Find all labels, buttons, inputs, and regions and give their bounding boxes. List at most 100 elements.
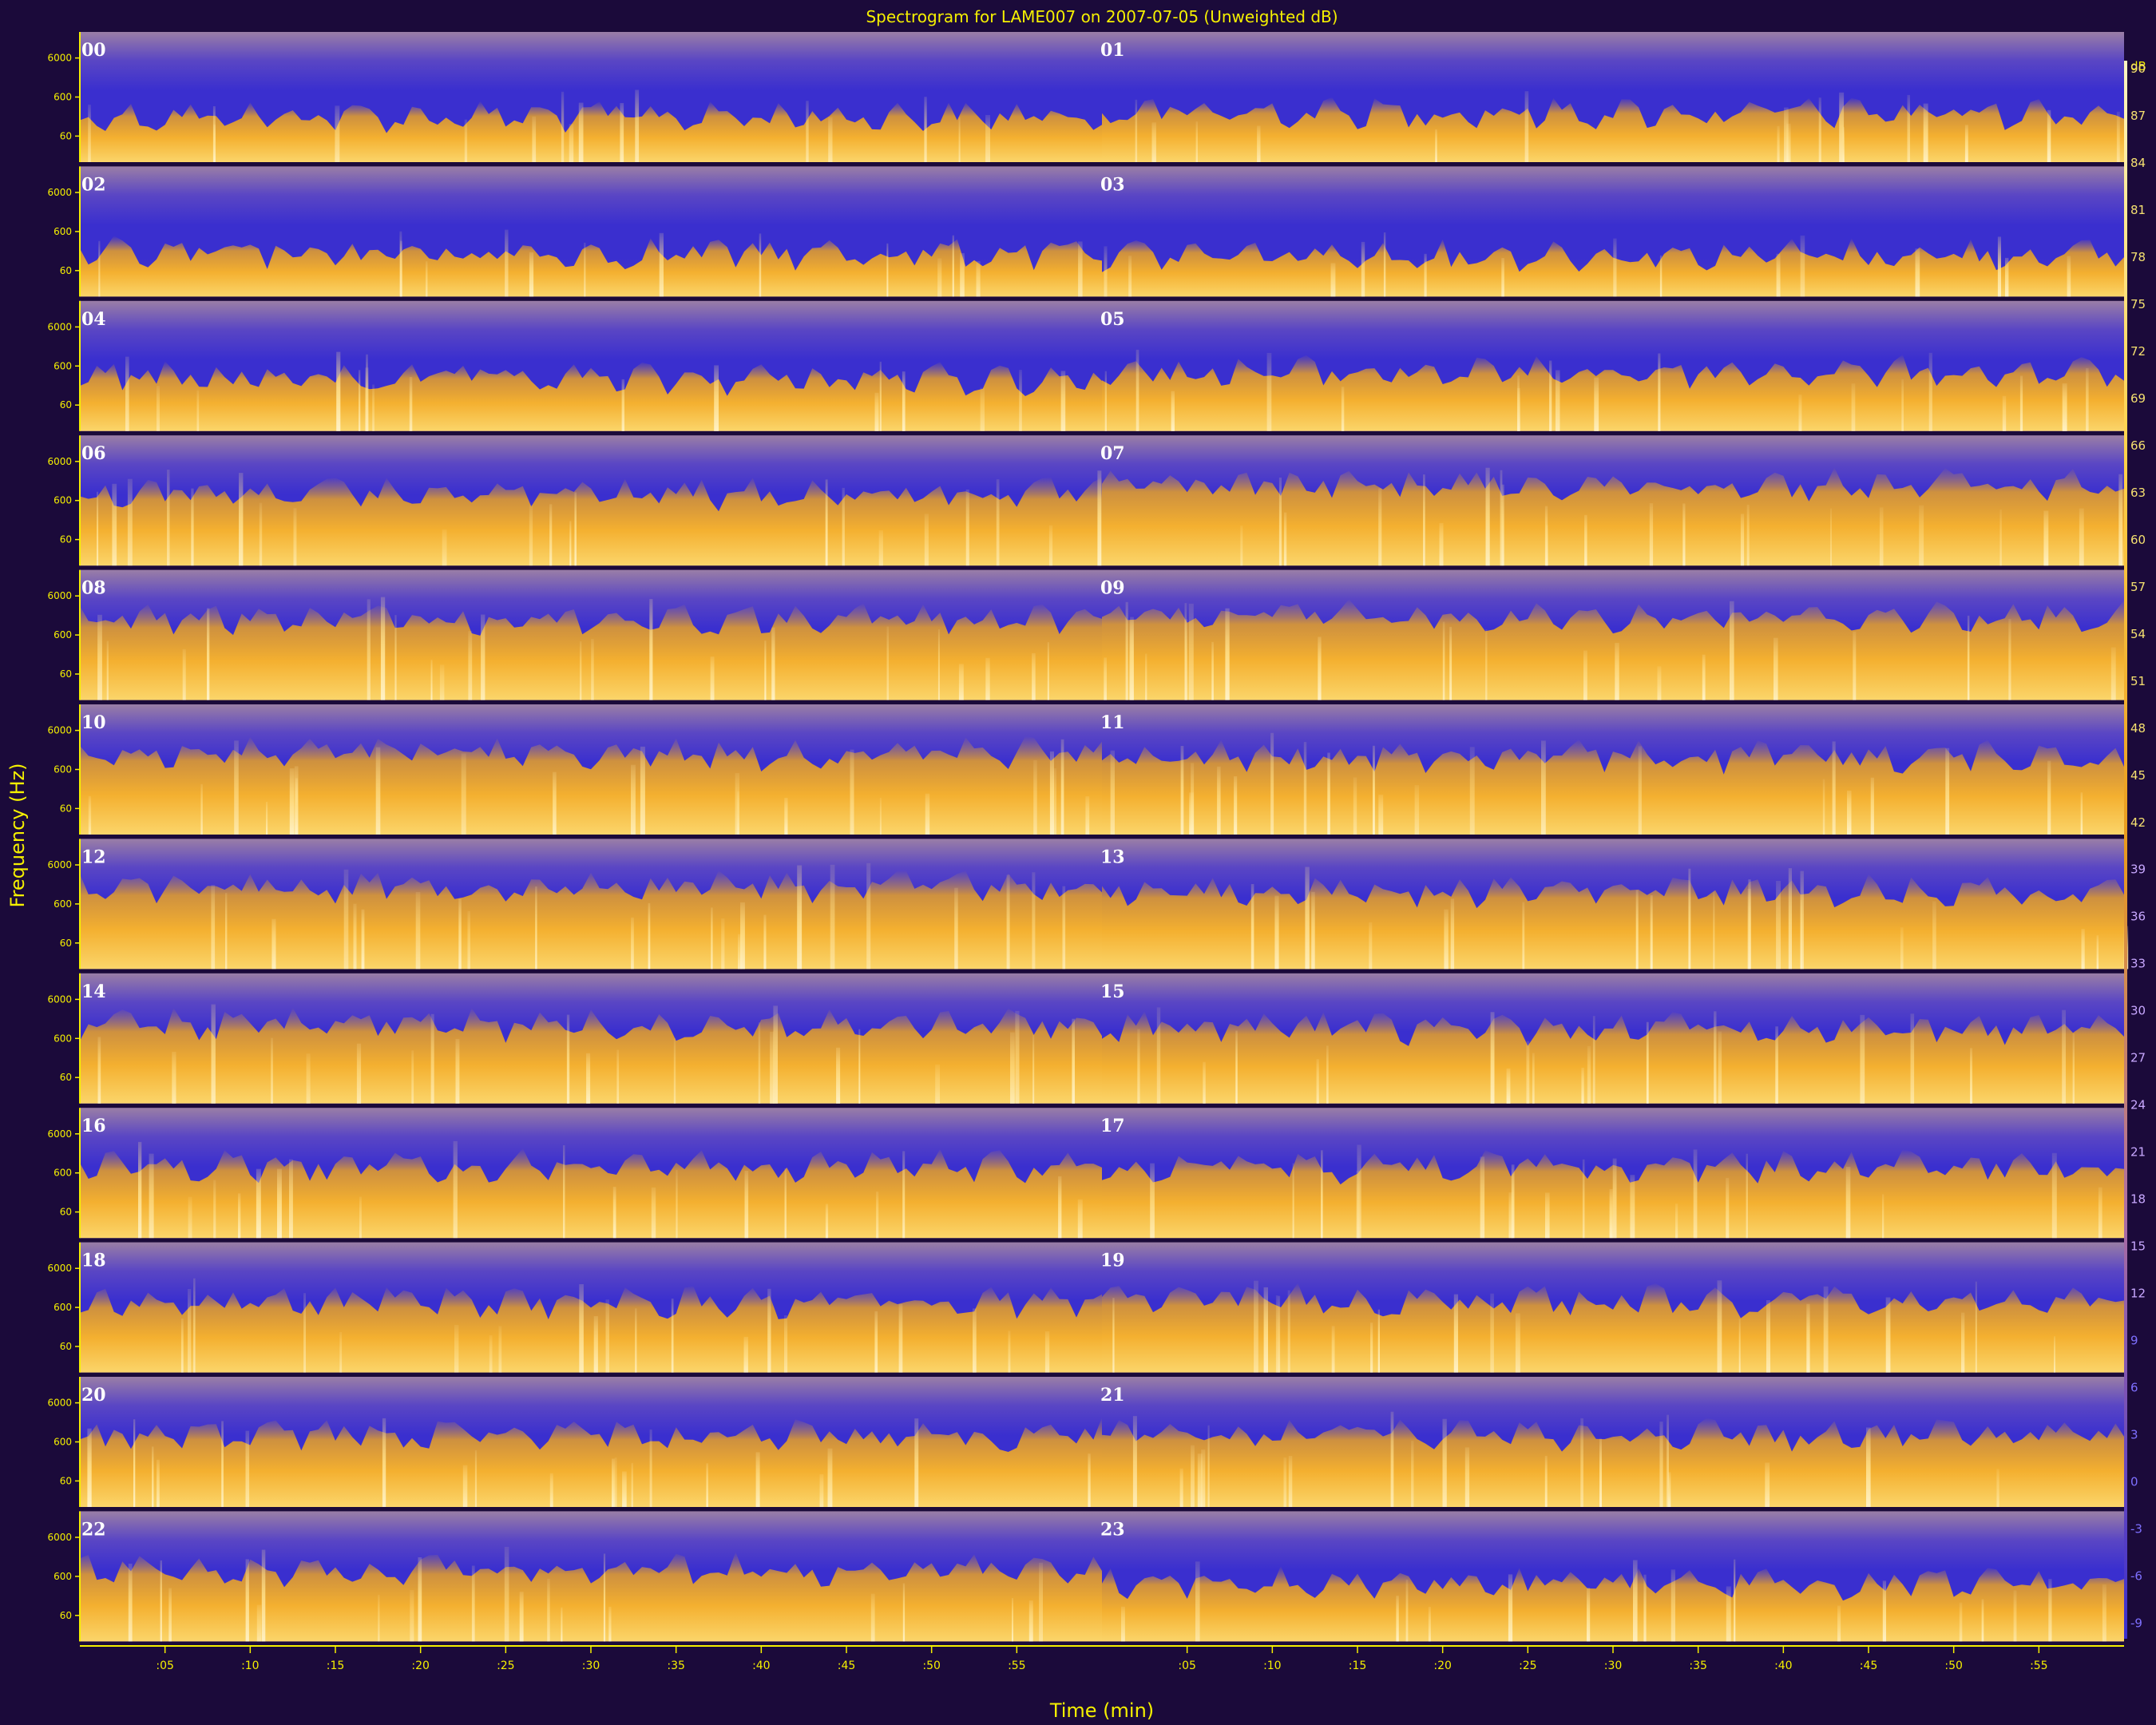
spectral-spike (1832, 741, 1836, 835)
energy-band (1102, 238, 2124, 297)
spectral-spike (238, 1193, 241, 1239)
spectral-spike (830, 864, 835, 970)
spectral-spike (1121, 1606, 1125, 1642)
spectral-spike (1284, 512, 1287, 566)
spectral-spike (740, 902, 745, 970)
spectral-spike (1774, 637, 1778, 700)
hour-label: 03 (1100, 174, 1125, 195)
spectrogram-row: 14 15 (80, 973, 2124, 1104)
spectral-spike (767, 1288, 771, 1373)
spectral-spike (1633, 1560, 1638, 1642)
spectral-spike (180, 1319, 184, 1373)
spectral-spike (828, 117, 833, 162)
colorbar-tick-label: 84 (2130, 156, 2146, 170)
spectral-spike (160, 1560, 162, 1642)
colorbar-tick-label: 36 (2130, 910, 2146, 924)
spectral-spike (1587, 1588, 1591, 1642)
spectral-spike (1201, 1449, 1206, 1507)
spectral-spike (827, 1448, 833, 1507)
spectral-spike (1480, 1156, 1485, 1239)
spectral-spike (714, 365, 719, 431)
hour-label: 00 (81, 40, 106, 61)
spectral-spike (361, 909, 365, 970)
spectral-spike (579, 1284, 584, 1373)
spectral-spike (1693, 1149, 1698, 1239)
y-tick-label: 600 (54, 898, 72, 910)
spectral-spike (372, 384, 375, 431)
spectral-spike (614, 1457, 617, 1507)
spectral-spike (1428, 1607, 1431, 1642)
colorbar-tick-label: 21 (2130, 1145, 2146, 1160)
spectral-spike (1746, 505, 1750, 566)
spectral-spike (112, 483, 117, 566)
y-tick-label: 600 (54, 629, 72, 640)
colorbar-tick-label: 78 (2130, 250, 2146, 264)
spectral-spike (1901, 379, 1904, 431)
spectral-spike (468, 631, 473, 700)
spectral-spike (1675, 1204, 1678, 1239)
y-tick-label: 6000 (47, 993, 72, 1005)
energy-band (1102, 97, 2124, 162)
spectral-spike (343, 869, 349, 970)
spectral-spike (649, 1429, 652, 1507)
spectral-spike (1356, 1170, 1360, 1239)
spectral-spike (784, 1315, 788, 1373)
spectral-spike (553, 771, 557, 835)
spectral-spike (1303, 742, 1307, 835)
hour-label: 22 (81, 1519, 106, 1540)
spectral-spike (1643, 1574, 1647, 1642)
spectral-spike (937, 258, 942, 297)
spectral-spike (1667, 1472, 1671, 1507)
spectral-spike (1609, 1188, 1613, 1239)
x-tick-label: :15 (327, 1660, 345, 1672)
spectral-spike (1870, 777, 1874, 835)
y-tick-label: 6000 (47, 53, 72, 64)
spectral-spike (2096, 935, 2099, 970)
spectral-spike (1125, 601, 1128, 700)
spectral-spike (1501, 258, 1504, 297)
spectral-spike (960, 252, 965, 297)
spectral-spike (2072, 1033, 2075, 1104)
spectral-spike (1341, 387, 1345, 431)
spectral-spike (207, 608, 210, 700)
spectral-spike (2005, 257, 2009, 297)
spectral-spike (2048, 1579, 2052, 1642)
spectral-spike (593, 1316, 598, 1373)
spectral-spike (547, 1578, 550, 1642)
spectral-spike (1522, 902, 1525, 970)
hour-label: 23 (1100, 1519, 1125, 1540)
spectral-spike (640, 746, 645, 835)
spectral-spike (211, 1004, 216, 1104)
spectral-spike (806, 101, 809, 162)
spectral-spike (2013, 1590, 2017, 1642)
spectral-spike (2062, 1009, 2066, 1104)
colorbar-tick-label: 87 (2130, 109, 2146, 123)
spectral-spike (744, 1171, 749, 1239)
spectral-spike (1321, 1150, 1323, 1239)
spectral-spike (1738, 1319, 1741, 1373)
spectral-spike (825, 1204, 829, 1239)
spectral-spike (455, 1038, 460, 1104)
spectral-spike (1806, 1303, 1810, 1373)
spectral-spike (1945, 748, 1950, 835)
spectral-spike (1996, 1469, 1999, 1507)
spectral-spike (481, 614, 485, 700)
spectral-spike (336, 351, 341, 431)
spectral-spike (1010, 1032, 1015, 1104)
y-tick-label: 60 (60, 399, 72, 410)
spectral-spike (245, 1559, 249, 1642)
spectral-spike (937, 629, 940, 700)
spectral-spike (1775, 1026, 1778, 1104)
spectral-spike (277, 1168, 282, 1239)
spectral-spike (504, 1546, 509, 1642)
energy-band (80, 1007, 1102, 1104)
spectral-spike (819, 1473, 824, 1507)
spectral-spike (462, 1465, 468, 1507)
spectral-spike (1234, 776, 1238, 835)
spectral-spike (879, 361, 882, 431)
spectral-spike (1396, 1596, 1399, 1642)
x-tick-label: :50 (1944, 1660, 1963, 1672)
x-tick-label: :35 (1689, 1660, 1707, 1672)
spectral-spike (97, 614, 102, 700)
spectral-spike (1240, 525, 1243, 566)
